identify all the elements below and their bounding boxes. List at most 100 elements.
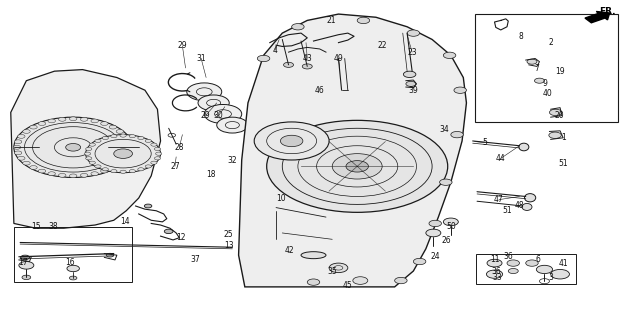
Circle shape: [86, 135, 161, 173]
Circle shape: [91, 119, 98, 123]
Text: 45: 45: [343, 281, 353, 290]
Circle shape: [451, 132, 463, 138]
Text: 12: 12: [176, 233, 186, 242]
Circle shape: [91, 172, 98, 176]
Text: 33: 33: [493, 273, 502, 282]
Text: 10: 10: [277, 194, 286, 203]
Circle shape: [48, 172, 55, 176]
Circle shape: [18, 134, 25, 138]
Circle shape: [95, 165, 101, 168]
Circle shape: [66, 143, 81, 151]
Circle shape: [111, 170, 117, 173]
Text: 19: 19: [556, 67, 565, 76]
Text: 15: 15: [31, 222, 41, 231]
Circle shape: [266, 120, 448, 212]
Text: 17: 17: [18, 258, 28, 267]
Circle shape: [508, 268, 519, 274]
Circle shape: [154, 157, 161, 160]
Circle shape: [217, 117, 248, 133]
Text: 35: 35: [327, 267, 337, 276]
Circle shape: [307, 279, 320, 285]
Polygon shape: [11, 69, 161, 228]
Circle shape: [551, 269, 569, 279]
Circle shape: [14, 117, 132, 178]
Circle shape: [85, 152, 91, 155]
Ellipse shape: [301, 252, 326, 259]
Text: 38: 38: [48, 222, 58, 231]
Circle shape: [138, 168, 144, 171]
Circle shape: [67, 265, 80, 272]
Text: 32: 32: [228, 156, 237, 164]
Circle shape: [346, 161, 369, 172]
Text: 50: 50: [446, 222, 456, 231]
Circle shape: [29, 125, 37, 129]
Circle shape: [109, 165, 117, 169]
Text: 25: 25: [223, 230, 233, 239]
Circle shape: [429, 220, 441, 227]
Circle shape: [487, 270, 503, 278]
Circle shape: [353, 277, 368, 284]
Circle shape: [102, 168, 108, 171]
Circle shape: [151, 161, 157, 164]
Text: 36: 36: [492, 267, 501, 276]
Text: 30: 30: [214, 111, 223, 120]
Text: 44: 44: [496, 154, 505, 163]
Circle shape: [23, 130, 30, 133]
Circle shape: [23, 161, 30, 165]
Circle shape: [407, 30, 419, 36]
Text: 14: 14: [120, 217, 130, 226]
Circle shape: [120, 170, 126, 173]
Circle shape: [413, 258, 426, 265]
Circle shape: [534, 78, 544, 83]
Circle shape: [58, 173, 66, 177]
Circle shape: [70, 276, 77, 280]
Circle shape: [144, 204, 152, 208]
Circle shape: [125, 151, 132, 155]
Circle shape: [536, 265, 552, 274]
Text: 34: 34: [440, 125, 450, 134]
Circle shape: [443, 218, 458, 226]
Text: 21: 21: [326, 16, 335, 25]
Circle shape: [38, 169, 46, 173]
Text: 3: 3: [548, 273, 553, 282]
FancyArrow shape: [585, 12, 609, 23]
Circle shape: [549, 132, 561, 139]
Circle shape: [138, 136, 144, 140]
Text: 8: 8: [519, 32, 523, 41]
Text: 39: 39: [409, 86, 418, 95]
Circle shape: [283, 62, 293, 68]
Text: 51: 51: [559, 159, 568, 168]
Circle shape: [129, 170, 135, 173]
Circle shape: [89, 143, 95, 146]
Text: 47: 47: [494, 195, 503, 204]
Bar: [475, 14, 618, 122]
Text: 40: 40: [543, 89, 552, 98]
Circle shape: [14, 140, 22, 144]
Circle shape: [329, 263, 348, 273]
Text: 27: 27: [170, 162, 180, 171]
Text: 20: 20: [554, 111, 564, 120]
Circle shape: [58, 117, 66, 121]
Text: 18: 18: [206, 170, 215, 179]
Text: FR.: FR.: [599, 7, 616, 16]
Bar: [14, 227, 132, 282]
Circle shape: [302, 64, 312, 69]
Circle shape: [129, 135, 135, 138]
Circle shape: [113, 149, 132, 158]
Circle shape: [125, 140, 132, 144]
Circle shape: [454, 87, 466, 93]
Text: 5: 5: [483, 138, 488, 147]
Ellipse shape: [525, 194, 535, 202]
Text: 26: 26: [441, 236, 451, 245]
Circle shape: [145, 165, 151, 168]
Text: 36: 36: [503, 252, 513, 261]
Circle shape: [549, 109, 562, 116]
Circle shape: [154, 148, 161, 151]
Text: 16: 16: [65, 258, 75, 267]
Circle shape: [125, 145, 133, 149]
Circle shape: [38, 122, 46, 125]
Circle shape: [80, 117, 88, 121]
Text: 23: 23: [408, 48, 417, 57]
Circle shape: [116, 130, 124, 133]
Circle shape: [89, 161, 95, 164]
